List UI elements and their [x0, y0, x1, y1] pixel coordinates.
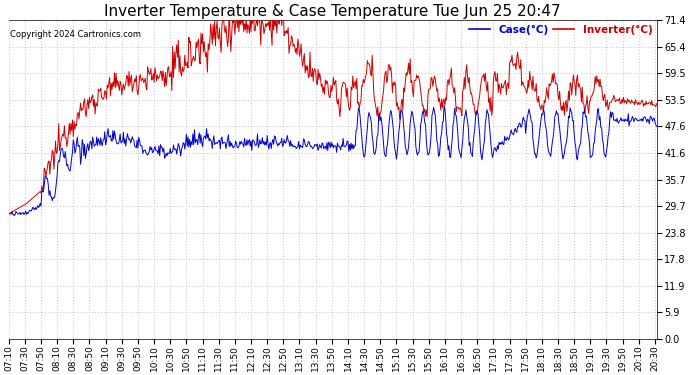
Text: Copyright 2024 Cartronics.com: Copyright 2024 Cartronics.com — [10, 30, 141, 39]
Title: Inverter Temperature & Case Temperature Tue Jun 25 20:47: Inverter Temperature & Case Temperature … — [104, 4, 561, 19]
Legend: Case(°C), Inverter(°C): Case(°C), Inverter(°C) — [464, 20, 657, 39]
